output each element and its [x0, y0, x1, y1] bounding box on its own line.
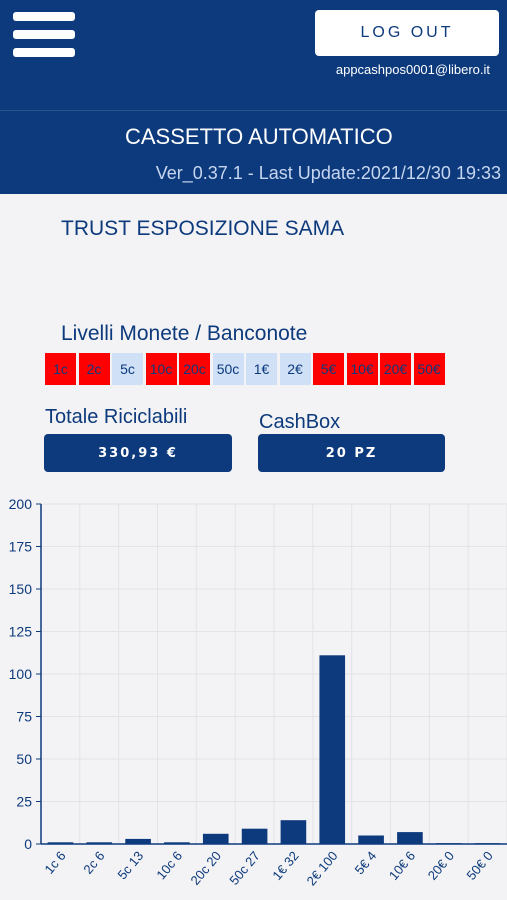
y-tick-label: 175	[9, 539, 33, 555]
bar-20€	[435, 843, 462, 844]
x-tick-label: 50€ 0	[463, 848, 495, 883]
bar-5c	[125, 838, 151, 844]
denomination-7: 2€	[279, 353, 311, 385]
denomination-6: 1€	[246, 353, 277, 385]
trust-title: TRUST ESPOSIZIONE SAMA	[61, 217, 345, 240]
x-tick-label: 10€ 6	[386, 848, 418, 883]
version-info: Ver_0.37.1 - Last Update:2021/12/30 19:3…	[155, 163, 501, 183]
x-tick-label: 1€ 32	[269, 848, 301, 883]
denomination-2: 5c	[112, 353, 143, 385]
y-tick-label: 50	[16, 751, 32, 767]
logout-button[interactable]: LOG OUT	[315, 10, 499, 56]
y-tick-label: 0	[24, 836, 32, 852]
bar-1c	[47, 842, 74, 844]
hamburger-menu-icon[interactable]	[13, 12, 75, 66]
denomination-0: 1c	[45, 353, 76, 385]
y-tick-label: 125	[9, 624, 33, 640]
x-tick-label: 2c 6	[80, 848, 107, 876]
x-tick-label: 2€ 100	[303, 848, 340, 888]
bar-10€	[397, 832, 423, 844]
app-header: LOG OUT appcashpos0001@libero.it CASSETT…	[0, 0, 507, 194]
cashbox-value-button[interactable]: 20 PZ	[258, 434, 445, 472]
levels-bar-chart: 0 25 50 75 100 125 150 175 200 1c 6 2c 6 5c 13 10c 6…	[9, 496, 507, 888]
y-tick-label: 150	[9, 581, 33, 597]
denomination-3: 10c	[145, 353, 177, 385]
bar-50€	[474, 843, 501, 844]
bar-5€	[358, 835, 384, 844]
y-tick-label: 25	[16, 794, 32, 810]
bar-1€	[280, 820, 307, 844]
x-tick-label: 20c 20	[187, 848, 224, 888]
bar-10c	[164, 842, 190, 844]
bar-20c	[202, 833, 229, 844]
header-divider	[0, 110, 507, 111]
denomination-8: 5€	[313, 353, 344, 385]
denomination-1: 2c	[78, 353, 110, 385]
x-tick-label: 5€ 4	[352, 848, 380, 877]
x-tick-label: 5c 13	[114, 848, 146, 882]
cashbox-label: CashBox	[259, 411, 341, 433]
denomination-4: 20c	[179, 353, 210, 385]
denomination-levels: 1c 2c 5c 10c 20c 50c 1€ 2€ 5€ 10€ 20€ 50€	[45, 353, 447, 385]
bar-50c	[241, 828, 268, 844]
x-tick-label: 20€ 0	[425, 848, 457, 883]
denomination-5: 50c	[212, 353, 244, 385]
y-tick-label: 75	[16, 709, 32, 725]
y-tick-label: 200	[9, 496, 33, 512]
x-tick-label: 10c 6	[153, 848, 185, 882]
levels-title: Livelli Monete / Banconote	[61, 322, 308, 345]
denomination-9: 10€	[346, 353, 378, 385]
x-tick-label: 50c 27	[226, 848, 263, 888]
denomination-11: 50€	[413, 353, 445, 385]
x-tick-label: 1c 6	[41, 848, 68, 876]
app-title: CASSETTO AUTOMATICO	[125, 124, 393, 149]
bar-2c	[86, 842, 113, 844]
totale-value-button[interactable]: 330,93 €	[44, 434, 232, 472]
bar-2€	[319, 655, 346, 844]
y-tick-label: 100	[9, 666, 33, 682]
totale-label: Totale Riciclabili	[45, 406, 188, 428]
denomination-10: 20€	[380, 353, 411, 385]
user-email: appcashpos0001@libero.it	[335, 62, 490, 77]
